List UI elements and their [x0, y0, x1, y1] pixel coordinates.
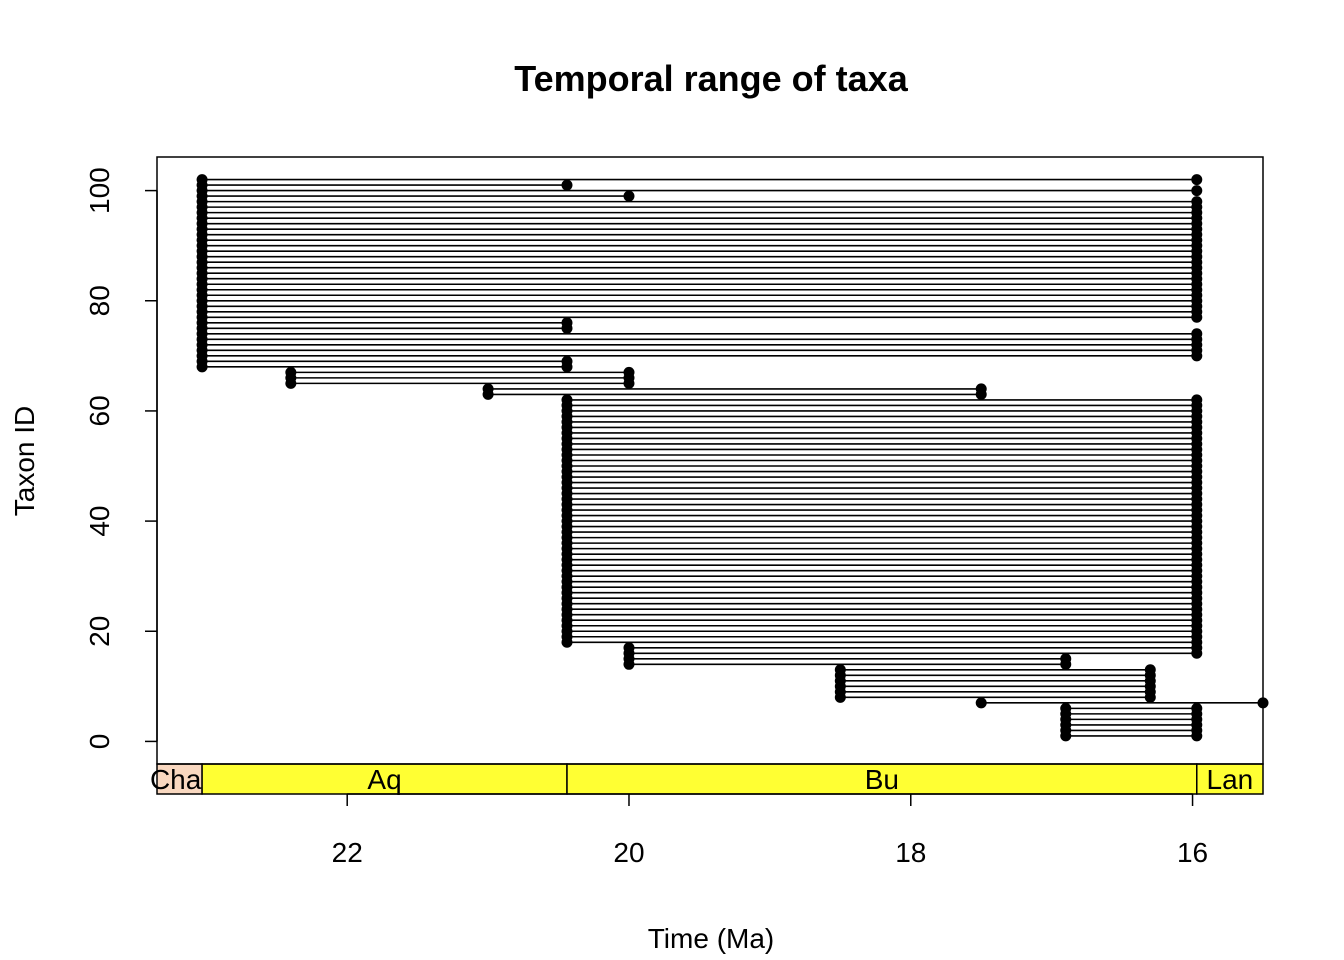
range-end-point-64 — [975, 383, 987, 395]
x-tick-label-18: 18 — [895, 837, 926, 868]
y-tick-label-100: 100 — [84, 167, 115, 214]
x-axis: 22 20 18 16 — [332, 793, 1208, 868]
stage-box-chat — [156, 763, 203, 795]
range-end-point-100 — [1191, 185, 1203, 197]
range-lines — [202, 178, 1263, 737]
range-start-point-17 — [623, 642, 635, 654]
range-start-point-62 — [561, 394, 573, 406]
range-end-point-69 — [561, 355, 573, 367]
range-end-point-99 — [623, 190, 635, 202]
range-start-point-64 — [482, 383, 494, 395]
range-start-point-67 — [285, 366, 297, 378]
stage-label-lan: Lan — [1207, 764, 1254, 795]
range-start-point-102 — [196, 174, 208, 186]
y-tick-label-40: 40 — [84, 506, 115, 537]
stage-box-aq — [201, 763, 568, 795]
y-tick-label-80: 80 — [84, 285, 115, 316]
range-start-point-13 — [834, 664, 846, 676]
stage-label-bu: Bu — [865, 764, 899, 795]
y-tick-label-60: 60 — [84, 395, 115, 426]
range-start-point-6 — [1060, 702, 1072, 714]
y-axis-label: Taxon ID — [9, 406, 40, 517]
range-end-point-62 — [1191, 394, 1203, 406]
range-end-point-6 — [1191, 702, 1203, 714]
stage-box-lan — [1196, 763, 1264, 795]
chart-title: Temporal range of taxa — [514, 58, 908, 99]
y-tick-label-20: 20 — [84, 616, 115, 647]
range-end-point-76 — [561, 317, 573, 329]
x-tick-label-16: 16 — [1177, 837, 1208, 868]
y-axis: 0 20 40 60 80 100 — [84, 167, 158, 750]
range-end-point-13 — [1144, 664, 1156, 676]
range-end-point-102 — [1191, 174, 1203, 186]
stage-label-aq: Aq — [367, 764, 401, 795]
range-start-point-7 — [975, 697, 987, 709]
stage-label-chat: Chat — [150, 764, 209, 795]
range-end-point-15 — [1060, 653, 1072, 665]
range-end-point-74 — [1191, 328, 1203, 340]
range-points — [196, 174, 1269, 742]
stage-bar: Chat Aq Bu Lan — [150, 763, 1264, 795]
y-tick-label-0: 0 — [84, 734, 115, 750]
range-end-point-67 — [623, 366, 635, 378]
x-axis-label: Time (Ma) — [648, 923, 775, 954]
x-tick-label-20: 20 — [613, 837, 644, 868]
x-tick-label-22: 22 — [332, 837, 363, 868]
range-end-point-98 — [1191, 196, 1203, 208]
range-end-point-101 — [561, 179, 573, 191]
